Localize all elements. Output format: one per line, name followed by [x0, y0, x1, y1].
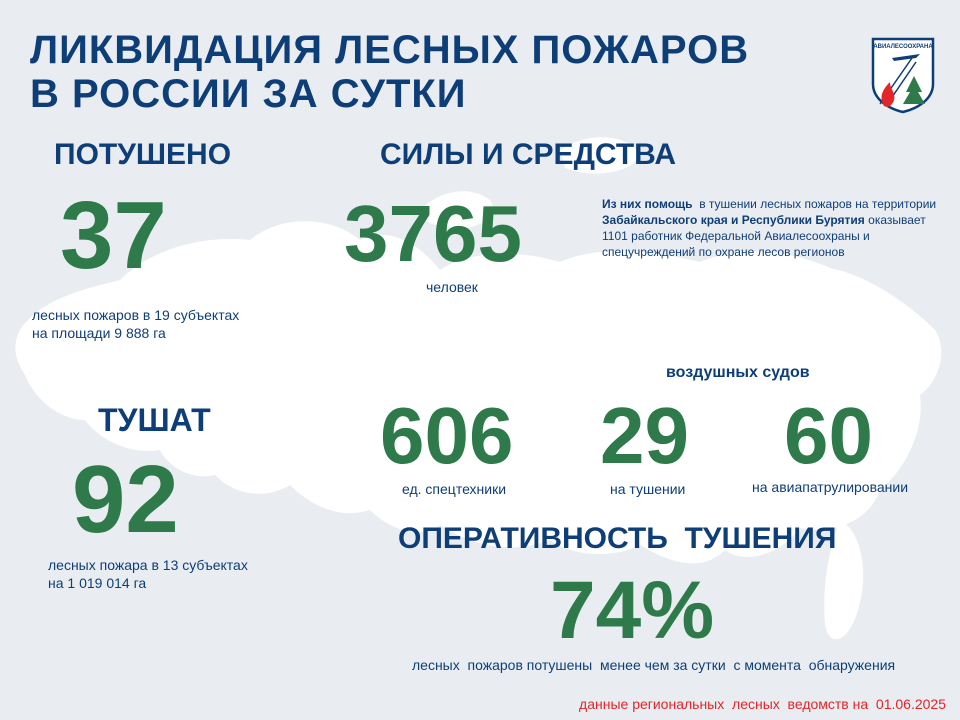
page-title: ЛИКВИДАЦИЯ ЛЕСНЫХ ПОЖАРОВ В РОССИИ ЗА СУ… — [30, 28, 850, 116]
extinguished-count: 37 — [60, 182, 167, 289]
aircraft-firefighting-caption: на тушении — [610, 481, 686, 497]
equipment-count: 606 — [380, 391, 514, 480]
forces-note-part-2: в тушении лесных пожаров на территории — [692, 197, 940, 211]
extinguished-caption: лесных пожаров в 19 субъектах на площади… — [32, 306, 239, 342]
forces-unit: человек — [426, 279, 478, 295]
forces-count: 3765 — [344, 189, 522, 278]
efficiency-caption: лесных пожаров потушены менее чем за сут… — [412, 657, 896, 673]
forces-note-part-4: оказывает 1101 работник Федеральной Авиа… — [602, 213, 926, 259]
burning-caption: лесных пожара в 13 субъектах на 1 019 01… — [48, 556, 248, 592]
extinguished-heading: ПОТУШЕНО — [54, 138, 232, 171]
burning-heading: ТУШАТ — [98, 402, 211, 438]
aircraft-heading: воздушных судов — [666, 364, 810, 381]
efficiency-percent: 74% — [550, 565, 715, 656]
equipment-caption: ед. спецтехники — [402, 481, 507, 497]
extinguished-caption-line-2: на площади 9 888 га — [32, 325, 166, 341]
forces-note: Из них помощь в тушении лесных пожаров н… — [602, 196, 942, 260]
extinguished-caption-line-1: лесных пожаров в 19 субъектах — [32, 307, 240, 323]
efficiency-heading: ОПЕРАТИВНОСТЬ ТУШЕНИЯ — [398, 522, 837, 555]
burning-caption-line-2: на 1 019 014 га — [48, 575, 147, 591]
burning-count: 92 — [72, 446, 179, 553]
aircraft-firefighting-count: 29 — [600, 391, 689, 480]
forces-note-part-3: Забайкальского края и Республики Бурятия — [602, 213, 865, 227]
forces-note-part-1: Из них помощь — [602, 197, 693, 211]
aircraft-patrol-caption: на авиапатрулировании — [752, 479, 909, 495]
data-source-footer: данные региональных лесных ведомств на 0… — [579, 696, 946, 712]
page-title-line-2: В РОССИИ ЗА СУТКИ — [30, 72, 467, 116]
aircraft-patrol-count: 60 — [784, 391, 873, 480]
forces-heading: СИЛЫ И СРЕДСТВА — [380, 138, 677, 171]
page-title-line-1: ЛИКВИДАЦИЯ ЛЕСНЫХ ПОЖАРОВ — [30, 28, 750, 72]
burning-caption-line-1: лесных пожара в 13 субъектах — [48, 557, 248, 573]
logo-text: АВИАЛЕСООХРАНА — [873, 44, 933, 50]
avialesookhrana-logo-icon: АВИАЛЕСООХРАНА — [871, 37, 935, 114]
